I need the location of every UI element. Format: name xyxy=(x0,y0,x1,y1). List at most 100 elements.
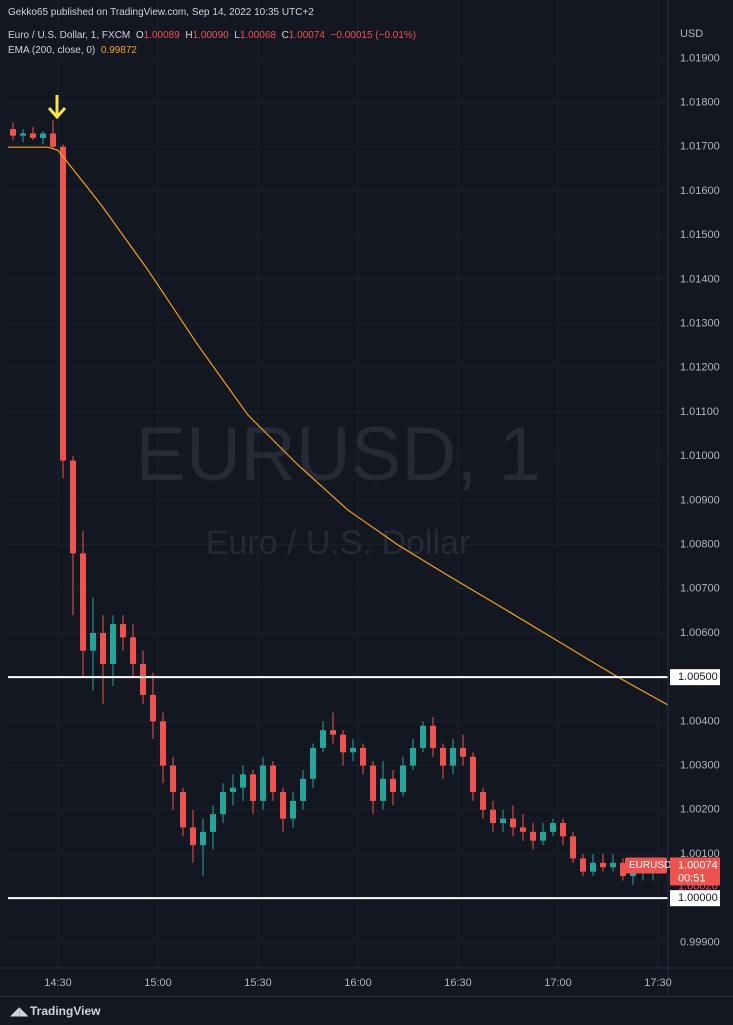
published: Gekko65 published on TradingView.com, Se… xyxy=(8,7,314,18)
grid xyxy=(8,0,668,968)
candle-body xyxy=(290,800,296,819)
candle-body xyxy=(390,778,396,793)
y-tick-label: 1.01400 xyxy=(680,273,720,285)
candle-body xyxy=(140,663,146,695)
ema-line: EMA (200, close, 0) 0.99872 xyxy=(8,45,137,56)
candle-body xyxy=(230,787,236,793)
candle-body xyxy=(240,774,246,788)
candle-body xyxy=(460,747,466,757)
published-line: Gekko65 published on TradingView.com, Se… xyxy=(8,7,314,18)
y-tick-label: 1.00400 xyxy=(680,715,720,727)
y-axis-label: USD xyxy=(680,28,703,40)
candle-body xyxy=(630,871,636,877)
x-tick-label: 17:00 xyxy=(544,977,572,989)
countdown: 00:51 xyxy=(678,872,706,884)
change: −0.00015 (−0.01%) xyxy=(330,30,417,41)
y-tick-label: 1.01700 xyxy=(680,141,720,153)
y-tick-label: 1.01800 xyxy=(680,96,720,108)
footer: ◢◣ TradingView xyxy=(0,996,733,1025)
low: 1.00068 xyxy=(239,30,276,41)
price-label-box xyxy=(670,669,720,686)
candle-body xyxy=(160,721,166,766)
y-tick-label: 1.00300 xyxy=(680,759,720,771)
symbol: Euro / U.S. Dollar, 1, FXCM xyxy=(8,30,131,41)
candle-body xyxy=(360,747,366,766)
candle-body xyxy=(210,814,216,832)
arrow-annotation xyxy=(47,95,67,120)
candle-body xyxy=(130,637,136,664)
candle-body xyxy=(280,792,286,819)
candle-body xyxy=(310,747,316,779)
y-tick-label: 1.01100 xyxy=(680,406,719,418)
candle-body xyxy=(520,827,526,832)
x-tick-label: 15:00 xyxy=(144,977,172,989)
candle-body xyxy=(470,756,476,793)
watermark-sub: Euro / U.S. Dollar xyxy=(206,524,471,562)
candle-body xyxy=(90,632,96,651)
candle-body xyxy=(590,862,596,872)
candle-body xyxy=(180,792,186,828)
background xyxy=(0,0,733,996)
candle-body xyxy=(600,862,606,868)
candle-body xyxy=(70,460,76,554)
y-tick-label: 1.00100 xyxy=(680,848,720,860)
low-marker: 1.00026 xyxy=(678,881,718,893)
ema-value: 0.99872 xyxy=(100,45,137,56)
candle-body xyxy=(420,725,426,748)
h-label: H xyxy=(185,30,193,41)
candle-body xyxy=(510,818,516,828)
candle-body xyxy=(350,747,356,753)
x-tick-label: 15:30 xyxy=(244,977,272,989)
candle-body xyxy=(220,792,226,815)
y-tick-label: 1.00700 xyxy=(680,583,720,595)
candle-body xyxy=(150,694,156,722)
candle-body xyxy=(440,747,446,766)
y-tick-label: 1.00900 xyxy=(680,494,720,506)
candle-body xyxy=(430,725,436,748)
candle-body xyxy=(580,858,586,872)
brand: TradingView xyxy=(30,1004,101,1018)
legend-line: Euro / U.S. Dollar, 1, FXCM O1.00089 H1.… xyxy=(8,30,416,41)
candle-body xyxy=(380,778,386,801)
candle-body xyxy=(550,823,556,832)
y-tick-label: 0.99900 xyxy=(680,936,720,948)
candle-body xyxy=(200,831,206,846)
candle-body xyxy=(530,831,536,841)
candle-body xyxy=(480,792,486,810)
ema-label: EMA (200, close, 0) xyxy=(8,45,96,56)
high: 1.00090 xyxy=(192,30,229,41)
open: 1.00089 xyxy=(143,30,180,41)
candle-body xyxy=(40,133,46,138)
candle-body xyxy=(10,129,16,136)
candle-body xyxy=(560,823,566,837)
candle-body xyxy=(20,133,26,136)
watermark: EURUSD, 1 xyxy=(135,412,540,497)
x-tick-label: 14:30 xyxy=(44,977,72,989)
candle-body xyxy=(300,778,306,801)
l-label: L xyxy=(234,30,240,41)
candle-body xyxy=(30,133,36,138)
candle-body xyxy=(570,836,576,859)
symbol-label-box xyxy=(625,857,667,874)
candle-body xyxy=(410,747,416,766)
candle-body xyxy=(610,862,616,868)
candle-body xyxy=(110,624,116,664)
candle-body xyxy=(400,765,406,793)
candle-body xyxy=(190,827,196,846)
candle-body xyxy=(370,765,376,801)
price-label: 1.00500 xyxy=(678,671,718,683)
y-tick-label: 1.00200 xyxy=(680,804,720,816)
candle-body xyxy=(450,747,456,766)
x-tick-label: 16:00 xyxy=(344,977,372,989)
y-tick-label: 1.01600 xyxy=(680,185,720,197)
candle-body xyxy=(270,765,276,793)
plot xyxy=(8,120,669,900)
candle-body xyxy=(100,632,106,664)
candle-body xyxy=(620,862,626,877)
symbol-label: EURUSD xyxy=(629,860,671,871)
y-tick-label: 1.00800 xyxy=(680,538,720,550)
price-label: 1.00000 xyxy=(678,892,718,904)
y-tick-label: 1.01300 xyxy=(680,317,720,329)
x-tick-label: 16:30 xyxy=(444,977,472,989)
